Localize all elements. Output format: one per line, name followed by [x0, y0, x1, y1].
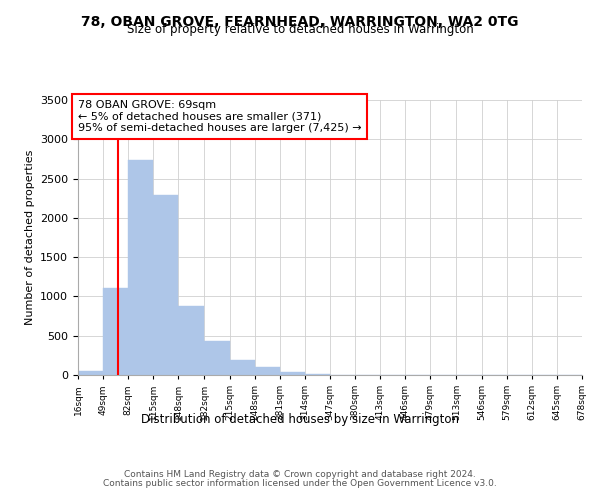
Text: Contains HM Land Registry data © Crown copyright and database right 2024.: Contains HM Land Registry data © Crown c…: [124, 470, 476, 479]
Y-axis label: Number of detached properties: Number of detached properties: [25, 150, 35, 325]
Bar: [128, 160, 154, 375]
Text: 78, OBAN GROVE, FEARNHEAD, WARRINGTON, WA2 0TG: 78, OBAN GROVE, FEARNHEAD, WARRINGTON, W…: [81, 15, 519, 29]
Bar: [305, 374, 330, 375]
Bar: [78, 371, 103, 375]
Text: Distribution of detached houses by size in Warrington: Distribution of detached houses by size …: [141, 412, 459, 426]
Bar: [280, 372, 305, 375]
Text: Contains public sector information licensed under the Open Government Licence v3: Contains public sector information licen…: [103, 479, 497, 488]
Bar: [178, 306, 205, 375]
Text: Size of property relative to detached houses in Warrington: Size of property relative to detached ho…: [127, 22, 473, 36]
Text: 78 OBAN GROVE: 69sqm
← 5% of detached houses are smaller (371)
95% of semi-detac: 78 OBAN GROVE: 69sqm ← 5% of detached ho…: [78, 100, 362, 133]
Bar: [154, 195, 178, 375]
Bar: [103, 288, 128, 375]
Bar: [230, 360, 254, 375]
Bar: [254, 367, 280, 375]
Bar: [205, 341, 230, 375]
